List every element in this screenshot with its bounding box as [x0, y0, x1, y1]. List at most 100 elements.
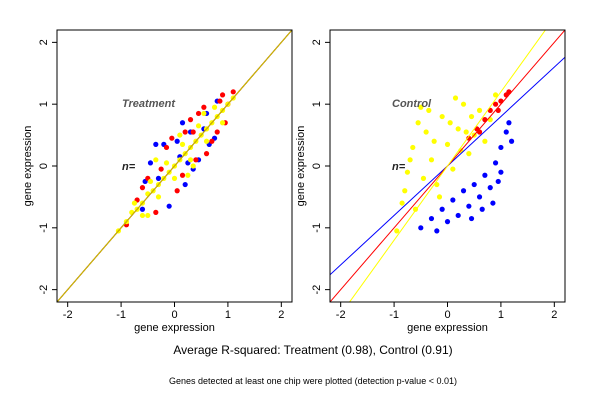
x-tick-label: -1 [389, 309, 399, 321]
y-tick-label: 2 [311, 39, 323, 45]
scatter-point [211, 104, 218, 110]
scatter-point [418, 104, 424, 110]
scatter-point [471, 181, 477, 188]
scatter-point [476, 194, 483, 200]
figure-caption-main: Average R-squared: Treatment (0.98), Con… [173, 343, 452, 357]
scatter-point [410, 144, 416, 151]
x-tick-label: 1 [225, 309, 231, 321]
scatter-point [171, 175, 178, 181]
scatter-point [179, 141, 186, 147]
scatter-point [147, 160, 154, 166]
scatter-point [482, 117, 488, 123]
scatter-point [158, 166, 164, 172]
scatter-point [506, 89, 512, 95]
scatter-point [145, 212, 151, 219]
panel-title: Treatment [122, 98, 176, 110]
y-tick-label: 2 [38, 39, 50, 45]
scatter-point [428, 215, 435, 222]
scatter-point [402, 188, 408, 194]
scatter-point [217, 98, 223, 104]
x-tick-label: -2 [336, 309, 346, 321]
x-tick-label: 0 [171, 309, 177, 321]
scatter-point [179, 120, 186, 126]
scatter-point [195, 123, 202, 129]
scatter-point [482, 172, 488, 178]
scatter-point [436, 194, 443, 200]
scatter-point [139, 212, 146, 219]
scatter-point [466, 203, 472, 209]
scatter-point [447, 120, 453, 126]
scatter-point [174, 188, 180, 194]
scatter-point [203, 138, 210, 144]
scatter-point [131, 200, 138, 206]
scatter-point [495, 107, 501, 113]
y-axis-title: gene expression [22, 126, 34, 207]
scatter-point [139, 185, 146, 191]
scatter-point [185, 172, 191, 178]
x-tick-label: 2 [551, 309, 557, 321]
scatter-point [498, 169, 504, 175]
scatter-point [468, 215, 475, 222]
scatter-point [468, 113, 475, 120]
scatter-point [177, 132, 183, 138]
scatter-point [163, 144, 170, 151]
scatter-point [155, 175, 162, 181]
scatter-point [476, 107, 483, 113]
scatter-point [153, 209, 159, 215]
scatter-point [219, 92, 226, 98]
y-axis-title: gene expression [295, 126, 307, 207]
scatter-point [508, 138, 515, 144]
n-label: n= [392, 161, 406, 173]
scatter-point [209, 138, 215, 144]
scatter-point [415, 120, 421, 126]
scatter-point [498, 144, 504, 151]
scatter-point [219, 120, 226, 126]
y-tick-label: -1 [38, 223, 50, 233]
scatter-point [190, 129, 196, 135]
fit-line [57, 30, 292, 302]
scatter-point [182, 181, 188, 188]
scatter-point [487, 117, 493, 123]
y-tick-label: 0 [311, 163, 323, 169]
x-tick-label: -2 [63, 309, 73, 321]
scatter-point [439, 113, 445, 120]
scatter-point [450, 197, 456, 203]
scatter-point [434, 228, 440, 234]
scatter-point [476, 129, 483, 135]
scatter-point [169, 135, 175, 141]
scatter-point [394, 228, 400, 234]
scatter-point [214, 129, 220, 135]
scatter-point [153, 157, 159, 163]
scatter-point [498, 98, 504, 104]
y-tick-label: -1 [311, 223, 323, 233]
series-2 [394, 92, 499, 234]
scatter-point [201, 110, 207, 117]
scatter-point [463, 129, 469, 135]
scatter-point [428, 157, 435, 163]
scatter-point [495, 178, 501, 185]
y-tick-label: 1 [38, 101, 50, 107]
fit-line [348, 30, 547, 302]
scatter-point [439, 206, 445, 212]
scatter-point [466, 151, 472, 157]
y-tick-label: 1 [311, 101, 323, 107]
scatter-point [503, 129, 509, 135]
plot-area [57, 30, 292, 302]
scatter-point [166, 203, 172, 209]
scatter-point [129, 209, 135, 215]
x-tick-label: 1 [498, 309, 504, 321]
scatter-point [147, 178, 154, 185]
scatter-point [174, 138, 180, 144]
panel-0: -2 -1 0 1 2 -2 -1 0 1 2 gene expression gene expres… [22, 29, 293, 334]
scatter-point [455, 126, 461, 132]
x-axis-title: gene expression [134, 322, 215, 334]
scatter-point [460, 101, 467, 107]
scatter-point [426, 107, 432, 113]
scatter-point [153, 141, 159, 147]
scatter-point [492, 101, 499, 107]
panel-1: -2 -1 0 1 2 -2 -1 0 1 2 gene expression gene expres… [295, 29, 566, 334]
scatter-point [455, 212, 461, 219]
y-tick-label: -2 [311, 285, 323, 295]
scatter-point [163, 160, 170, 166]
